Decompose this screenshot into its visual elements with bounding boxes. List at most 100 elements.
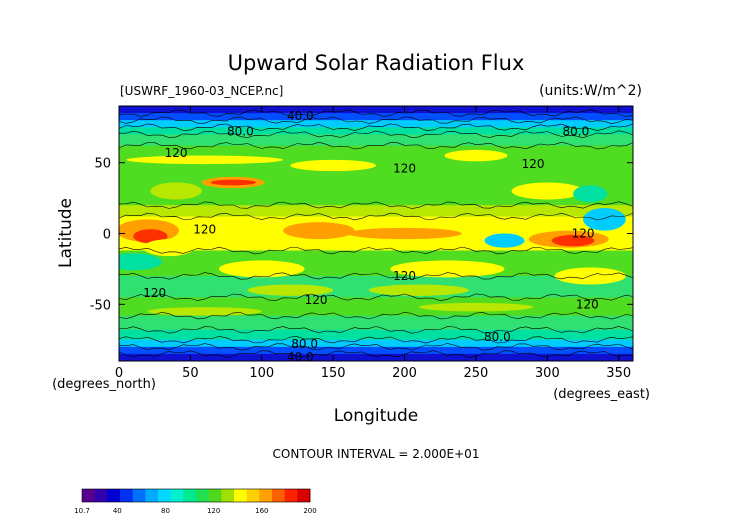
x-tick-label: 50 [182,366,199,381]
contour-label: 120 [393,161,416,175]
field-patch [210,179,257,186]
colorbar-tick-label: 40 [113,507,122,515]
field-patch [484,233,525,248]
contour-line [119,201,633,209]
colorbar-swatch [170,489,184,502]
field-patch [583,208,626,231]
colorbar-swatch [246,489,260,502]
colorbar-tick-label: 200 [303,507,316,515]
lat-band [119,353,633,361]
colorbar-ticks: 40 80 120 160 200 [113,507,317,515]
colorbar-swatch [132,489,146,502]
field-patch [290,159,376,172]
contour-label: 80.0 [291,337,318,351]
contour-line [119,335,633,344]
contour-label: 40.0 [287,109,314,123]
contour-label: 120 [522,157,545,171]
radiation-field [119,106,633,361]
x-tick-label: 100 [249,366,274,381]
colorbar-frame [81,488,311,503]
colorbar-swatch [272,489,286,502]
lat-band [119,315,633,331]
field-patch [347,227,462,240]
y-axis-label: Latitude [56,198,76,268]
lat-band [119,120,633,128]
field-patch [218,260,305,278]
field-patch [150,182,202,200]
x-tick-label: 0 [115,366,123,381]
contour-line [119,123,633,132]
contour-label: 120 [576,297,599,311]
colorbar-tick-label: 160 [255,507,268,515]
y-tick-label: 50 [94,157,111,172]
contour-line [119,109,633,117]
x-unit-label: (degrees_east) [553,387,650,402]
lat-band [119,134,633,147]
field-patch [418,302,534,312]
contour-label: 120 [305,293,328,307]
colorbar-swatch [158,489,172,502]
lat-band [119,205,633,217]
colorbar-swatch [208,489,222,502]
field-patch [554,267,626,285]
x-tick-label: 200 [392,366,417,381]
contour-line [119,130,633,139]
lat-band [119,113,633,121]
contour-line [119,141,633,150]
colorbar-swatch [120,489,134,502]
field-patch [390,260,505,278]
contour-interval: CONTOUR INTERVAL = 2.000E+01 [273,447,480,461]
colorbar-swatch [94,489,108,502]
colorbar-swatch [145,489,159,502]
lat-band [119,329,633,341]
lat-band [119,250,633,277]
contour-label: 80.0 [484,330,511,344]
contour-label: 80.0 [563,125,590,139]
contour-label: 120 [393,269,416,283]
contour-line [119,212,633,221]
y-unit-label: (degrees_north) [52,377,156,392]
colorbar-swatch [221,489,235,502]
colorbar [81,488,311,503]
field-patch [444,149,508,162]
colorbar-tick-label: 120 [207,507,220,515]
y-tick-label: 0 [103,228,111,243]
file-label: [USWRF_1960-03_NCEP.nc] [120,84,283,98]
chart-title: Upward Solar Radiation Flux [228,51,525,75]
field-patch [143,239,195,257]
colorbar-swatch [107,489,121,502]
x-tick-label: 250 [464,366,489,381]
colorbar-swatch [284,489,298,502]
field-patch [247,284,334,296]
contour-label: 120 [143,286,166,300]
contour-line [119,272,633,280]
x-tick-label: 150 [321,366,346,381]
field-patch [119,253,162,271]
contour-line [119,311,633,320]
x-tick-label: 300 [535,366,560,381]
contour-label: 120 [165,146,188,160]
field-patch [551,234,595,247]
contour-line [119,116,633,125]
colorbar-swatch [82,489,96,502]
lat-band [119,106,633,114]
lat-band [119,346,633,355]
colorbar-tick-label: 80 [161,507,170,515]
field-patch [511,182,584,200]
y-axis-ticks: -50 0 50 [90,157,633,313]
y-tick-label: -50 [90,298,111,313]
units-label: (units:W/m^2) [539,83,642,99]
lat-band [119,276,633,298]
contour-label: 80.0 [227,125,254,139]
colorbar-swatch [234,489,248,502]
x-tick-label: 350 [606,366,631,381]
contour-label: 120 [572,227,595,241]
contour-label: 40.0 [287,350,314,364]
contour-line [119,293,633,302]
field-patch [283,222,355,240]
colorbar-swatch [259,489,273,502]
colorbar-min-label: 10.7 [74,507,90,515]
